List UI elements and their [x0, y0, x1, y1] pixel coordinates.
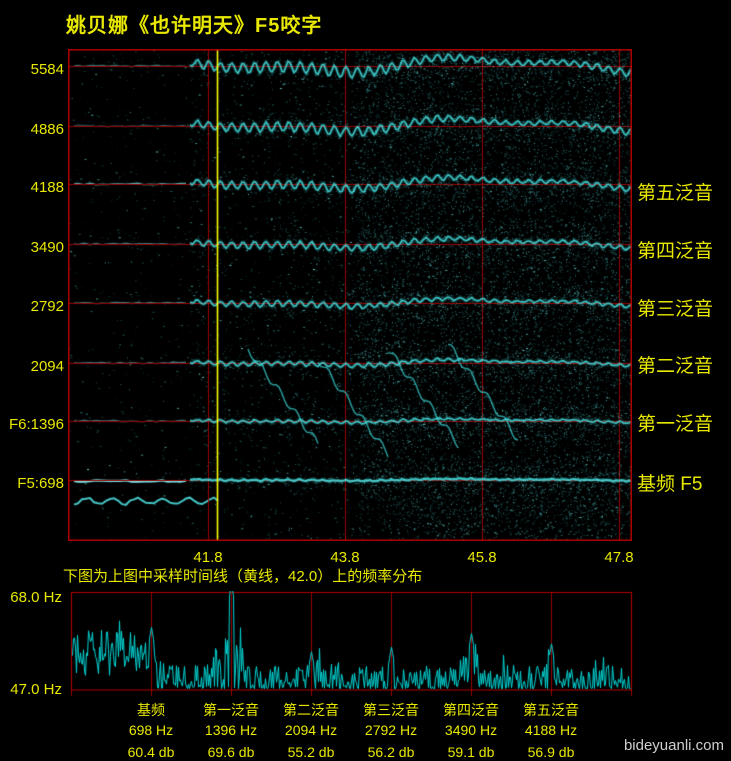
- freq-axis-label: 4188: [30, 179, 64, 196]
- freq-axis-label: 2094: [30, 358, 64, 375]
- freq-axis-label: 2792: [30, 298, 64, 315]
- table-hz-cell: 698 Hz: [128, 722, 174, 738]
- harmonic-label: 第三泛音: [637, 299, 714, 320]
- harmonic-label: 基频 F5: [637, 474, 703, 495]
- freq-axis-label: 3490: [30, 239, 64, 256]
- table-db-cell: 55.2 db: [287, 744, 335, 760]
- table-hz-cell: 1396 Hz: [204, 722, 258, 738]
- table-db-cell: 69.6 db: [207, 744, 255, 760]
- table-header-cell: 第五泛音: [523, 702, 579, 718]
- table-db-cell: 59.1 db: [447, 744, 495, 760]
- watermark: bideyuanli.com: [623, 737, 724, 754]
- time-axis-label: 41.8: [193, 549, 223, 566]
- sample-line-caption: 下图为上图中采样时间线（黄线，42.0）上的频率分布: [63, 568, 423, 585]
- harmonic-label: 第四泛音: [637, 241, 714, 262]
- table-hz-cell: 4188 Hz: [524, 722, 578, 738]
- harmonic-label: 第二泛音: [637, 356, 714, 377]
- table-header-cell: 第四泛音: [443, 702, 499, 718]
- time-axis-label: 45.8: [467, 549, 497, 566]
- table-header-cell: 第一泛音: [203, 702, 259, 718]
- time-axis-label: 47.8: [604, 549, 634, 566]
- spectrum-y-max-label: 68.0 Hz: [10, 589, 62, 606]
- harmonic-label: 第一泛音: [637, 414, 714, 435]
- table-header-cell: 第三泛音: [363, 702, 419, 718]
- spectrogram-canvas: [68, 49, 632, 541]
- table-db-cell: 56.9 db: [527, 744, 575, 760]
- table-hz-cell: 3490 Hz: [444, 722, 498, 738]
- table-hz-cell: 2792 Hz: [364, 722, 418, 738]
- spectrum-y-min-label: 47.0 Hz: [10, 681, 62, 698]
- table-header-cell: 第二泛音: [283, 702, 339, 718]
- freq-axis-label: F5:698: [17, 475, 64, 492]
- freq-axis-label: 5584: [30, 61, 64, 78]
- table-db-cell: 60.4 db: [127, 744, 175, 760]
- harmonic-label: 第五泛音: [637, 183, 714, 204]
- chart-title: 姚贝娜《也许明天》F5咬字: [66, 15, 323, 37]
- time-axis-label: 43.8: [330, 549, 360, 566]
- freq-axis-label: F6:1396: [8, 416, 64, 433]
- spectrum-canvas: [69, 591, 633, 697]
- table-hz-cell: 2094 Hz: [284, 722, 338, 738]
- table-db-cell: 56.2 db: [367, 744, 415, 760]
- table-header-cell: 基频: [137, 702, 165, 718]
- freq-axis-label: 4886: [30, 121, 64, 138]
